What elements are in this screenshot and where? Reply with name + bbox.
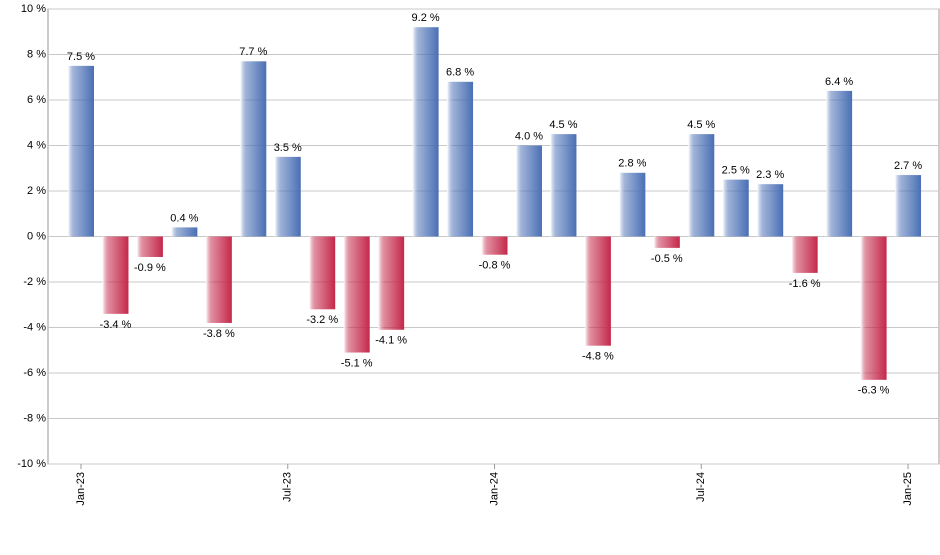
y-tick-label: -6 %	[23, 367, 46, 379]
bar	[722, 179, 749, 237]
data-label: 0.4 %	[170, 212, 198, 224]
bar	[102, 236, 129, 314]
data-label: 2.3 %	[756, 169, 784, 181]
y-tick-label: 6 %	[27, 94, 46, 106]
data-label: 2.7 %	[894, 160, 922, 172]
data-label: 9.2 %	[412, 12, 440, 24]
data-label: -3.2 %	[306, 314, 338, 326]
y-tick-label: 4 %	[27, 139, 46, 151]
x-tick-label: Jan-23	[75, 472, 87, 506]
bar	[550, 134, 577, 237]
x-tick-label: Jan-25	[902, 472, 914, 506]
data-label: -6.3 %	[858, 385, 890, 397]
data-label: -0.8 %	[479, 260, 511, 272]
bar	[378, 236, 405, 330]
bar	[757, 184, 784, 237]
x-tick-label: Jul-24	[695, 472, 707, 502]
data-label: 7.7 %	[239, 46, 267, 58]
bar	[895, 175, 922, 237]
data-label: -0.9 %	[134, 262, 166, 274]
bar	[688, 134, 715, 237]
data-label: -3.8 %	[203, 328, 235, 340]
data-label: 6.4 %	[825, 76, 853, 88]
bar	[343, 236, 370, 353]
bar	[653, 236, 680, 248]
bar	[68, 65, 94, 237]
bar	[309, 236, 336, 310]
y-tick-label: -2 %	[23, 276, 46, 288]
y-tick-label: 0 %	[27, 230, 46, 242]
data-label: -0.5 %	[651, 253, 683, 265]
bar	[619, 172, 646, 237]
data-label: 2.5 %	[722, 165, 750, 177]
y-tick-label: -4 %	[23, 321, 46, 333]
data-label: 4.5 %	[549, 119, 577, 131]
bar	[412, 27, 439, 237]
bar	[584, 236, 611, 346]
y-tick-label: -8 %	[23, 412, 46, 424]
x-tick-label: Jan-24	[488, 472, 500, 506]
data-label: -5.1 %	[341, 357, 373, 369]
data-label: 3.5 %	[274, 142, 302, 154]
y-tick-label: 10 %	[21, 3, 46, 15]
bar	[481, 236, 508, 255]
x-tick-label: Jul-23	[282, 472, 294, 502]
data-label: 4.0 %	[515, 130, 543, 142]
data-label: 2.8 %	[618, 158, 646, 170]
bar	[826, 90, 853, 237]
bar	[136, 236, 163, 257]
data-label: -4.1 %	[375, 335, 407, 347]
data-label: 4.5 %	[687, 119, 715, 131]
data-label: 6.8 %	[446, 67, 474, 79]
bar	[515, 145, 542, 237]
bar	[171, 227, 198, 237]
y-tick-label: -10 %	[17, 458, 46, 470]
bar	[860, 236, 887, 380]
bar	[447, 81, 474, 237]
y-tick-label: 8 %	[27, 48, 46, 60]
bar	[791, 236, 818, 273]
y-tick-label: 2 %	[27, 185, 46, 197]
data-label: -3.4 %	[100, 319, 132, 331]
bar	[205, 236, 232, 323]
bar	[240, 61, 267, 237]
bar	[274, 156, 301, 237]
data-label: -1.6 %	[789, 278, 821, 290]
data-label: -4.8 %	[582, 351, 614, 363]
data-label: 7.5 %	[67, 51, 95, 63]
